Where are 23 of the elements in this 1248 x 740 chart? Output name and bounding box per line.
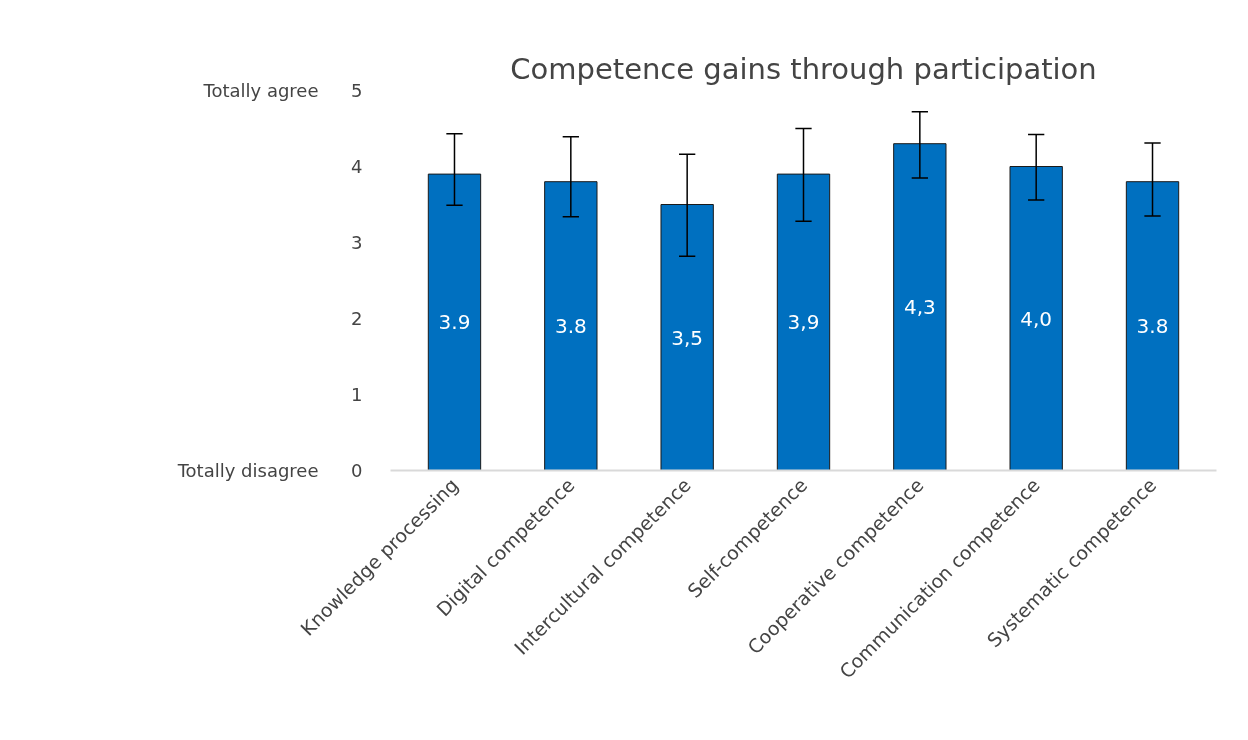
data-label: 3.8 <box>1136 314 1169 339</box>
bar <box>1125 181 1180 471</box>
data-label: 3,5 <box>671 325 704 350</box>
chart-title: Competence gains through participation <box>510 51 1097 86</box>
bar <box>544 181 598 471</box>
y-tick-label: 1 <box>351 384 363 405</box>
text: Totally agree <box>202 80 319 101</box>
y-tick-label: 5 <box>351 80 363 101</box>
data-label: 3.9 <box>438 310 471 335</box>
bar <box>776 173 831 471</box>
y-tick-label: 2 <box>351 308 363 329</box>
y-tick-label: 0 <box>351 460 363 481</box>
bar <box>660 204 714 471</box>
data-label: 3.8 <box>554 314 587 339</box>
text: Totally disagree <box>176 460 319 481</box>
data-label: 3,9 <box>787 310 820 335</box>
y-tick-label: 4 <box>351 156 363 177</box>
bar <box>427 173 482 471</box>
data-label: 4,0 <box>1020 306 1053 331</box>
y-tick-label: 3 <box>351 232 363 253</box>
data-label: 4,3 <box>903 295 936 320</box>
bar <box>893 143 947 471</box>
bar <box>1009 166 1063 471</box>
